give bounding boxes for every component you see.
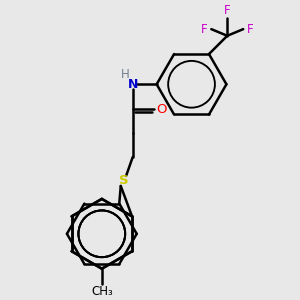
- Text: S: S: [118, 175, 128, 188]
- Text: O: O: [156, 103, 167, 116]
- Text: F: F: [224, 4, 231, 17]
- Text: N: N: [128, 78, 138, 91]
- Text: CH₃: CH₃: [91, 285, 113, 298]
- Text: F: F: [201, 22, 208, 36]
- Text: H: H: [121, 68, 130, 82]
- Text: F: F: [247, 22, 253, 36]
